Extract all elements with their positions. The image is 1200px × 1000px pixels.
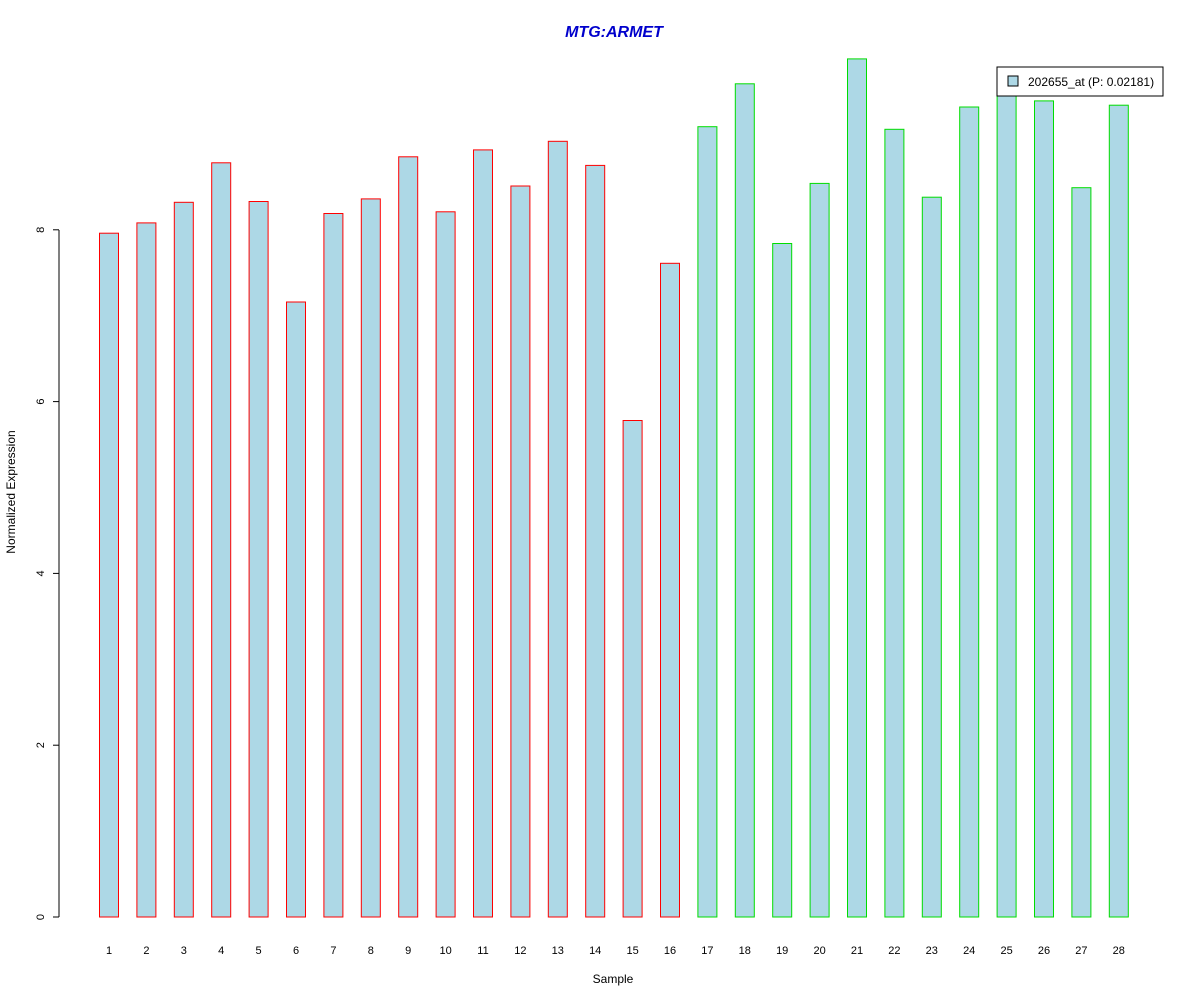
x-tick-label: 26 (1038, 945, 1050, 957)
legend-label: 202655_at (P: 0.02181) (1028, 75, 1154, 89)
y-axis-ticks: 0 2 4 6 8 (35, 227, 59, 920)
y-axis-label: Normalized Expression (4, 430, 18, 553)
bar-sample-25 (996, 95, 1017, 918)
x-tick-label: 17 (701, 945, 713, 957)
x-tick-label: 18 (739, 945, 751, 957)
x-tick-label: 19 (776, 945, 788, 957)
bar-sample-24 (959, 106, 980, 918)
y-tick-label: 2 (35, 742, 47, 748)
x-tick-label: 2 (143, 945, 149, 957)
bar-sample-19 (772, 243, 793, 918)
x-axis-label: Sample (593, 972, 634, 986)
bar-sample-2 (136, 222, 157, 918)
bar-sample-10 (435, 211, 456, 918)
y-tick-label: 8 (35, 227, 47, 233)
y-tick-label: 0 (35, 914, 47, 920)
x-tick-label: 22 (888, 945, 900, 957)
bar-sample-22 (884, 128, 905, 918)
x-tick-label: 4 (218, 945, 224, 957)
bar-sample-14 (585, 164, 606, 918)
x-tick-label: 25 (1000, 945, 1012, 957)
x-tick-label: 21 (851, 945, 863, 957)
x-tick-label: 8 (368, 945, 374, 957)
x-tick-label: 3 (181, 945, 187, 957)
bar-sample-9 (398, 156, 419, 918)
legend-box (996, 66, 1164, 97)
legend: 202655_at (P: 0.02181) (996, 66, 1164, 97)
legend-swatch (1007, 75, 1019, 87)
x-tick-label: 10 (439, 945, 451, 957)
bar-sample-28 (1108, 104, 1129, 918)
x-tick-labels: 1 2 3 4 5 6 7 8 9 10 11 12 13 14 15 16 17 18 19 20 21 22 23 24 2… (106, 945, 1125, 957)
x-tick-label: 5 (256, 945, 262, 957)
bar-sample-23 (921, 196, 942, 918)
x-tick-label: 1 (106, 945, 112, 957)
x-tick-label: 16 (664, 945, 676, 957)
bar-sample-6 (286, 301, 306, 918)
bar-sample-7 (323, 213, 344, 918)
x-tick-label: 24 (963, 945, 975, 957)
bar-sample-3 (173, 201, 194, 918)
y-tick-label: 6 (35, 399, 47, 405)
bar-sample-20 (809, 182, 830, 918)
bar-sample-1 (99, 232, 119, 918)
bar-sample-11 (473, 149, 493, 918)
bars (99, 58, 1129, 918)
y-tick-label: 4 (35, 570, 47, 576)
bar-sample-21 (847, 58, 867, 918)
bar-sample-13 (547, 140, 568, 918)
x-tick-label: 14 (589, 945, 601, 957)
bar-sample-8 (360, 198, 381, 918)
bar-sample-5 (248, 201, 269, 918)
x-tick-label: 11 (477, 945, 488, 957)
x-tick-label: 13 (552, 945, 564, 957)
x-tick-label: 12 (514, 945, 526, 957)
x-tick-label: 23 (926, 945, 938, 957)
bar-sample-12 (510, 185, 531, 918)
bar-sample-18 (734, 83, 755, 918)
chart-title: MTG:ARMET (565, 24, 664, 41)
x-tick-label: 9 (405, 945, 411, 957)
x-tick-label: 27 (1075, 945, 1087, 957)
bar-sample-16 (660, 262, 680, 918)
x-tick-label: 28 (1113, 945, 1125, 957)
x-tick-label: 15 (626, 945, 638, 957)
bar-sample-26 (1034, 100, 1054, 918)
bar-sample-15 (622, 420, 643, 918)
bar-sample-17 (697, 126, 718, 918)
x-tick-label: 20 (813, 945, 825, 957)
x-tick-label: 7 (330, 945, 336, 957)
x-tick-label: 6 (293, 945, 299, 957)
bar-sample-4 (211, 162, 232, 918)
bar-sample-27 (1071, 187, 1092, 918)
